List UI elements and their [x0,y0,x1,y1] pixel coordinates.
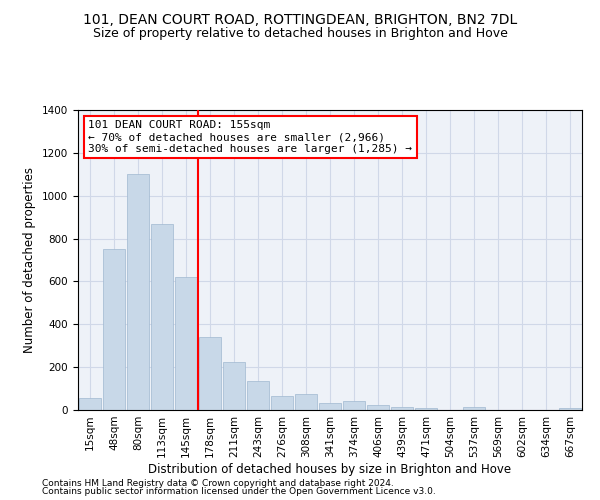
Y-axis label: Number of detached properties: Number of detached properties [23,167,37,353]
Bar [463,408,485,410]
Bar [103,250,125,410]
Bar [127,174,149,410]
Bar [271,396,293,410]
Bar [199,337,221,410]
Text: Contains HM Land Registry data © Crown copyright and database right 2024.: Contains HM Land Registry data © Crown c… [42,478,394,488]
Bar [175,277,197,410]
Bar [367,406,389,410]
X-axis label: Distribution of detached houses by size in Brighton and Hove: Distribution of detached houses by size … [148,462,512,475]
Bar [79,398,101,410]
Bar [319,402,341,410]
Bar [343,402,365,410]
Bar [247,381,269,410]
Bar [415,408,437,410]
Bar [223,362,245,410]
Text: 101, DEAN COURT ROAD, ROTTINGDEAN, BRIGHTON, BN2 7DL: 101, DEAN COURT ROAD, ROTTINGDEAN, BRIGH… [83,12,517,26]
Bar [391,407,413,410]
Text: 101 DEAN COURT ROAD: 155sqm
← 70% of detached houses are smaller (2,966)
30% of : 101 DEAN COURT ROAD: 155sqm ← 70% of det… [88,120,412,154]
Bar [295,394,317,410]
Text: Contains public sector information licensed under the Open Government Licence v3: Contains public sector information licen… [42,487,436,496]
Bar [151,224,173,410]
Bar [559,408,581,410]
Text: Size of property relative to detached houses in Brighton and Hove: Size of property relative to detached ho… [92,28,508,40]
